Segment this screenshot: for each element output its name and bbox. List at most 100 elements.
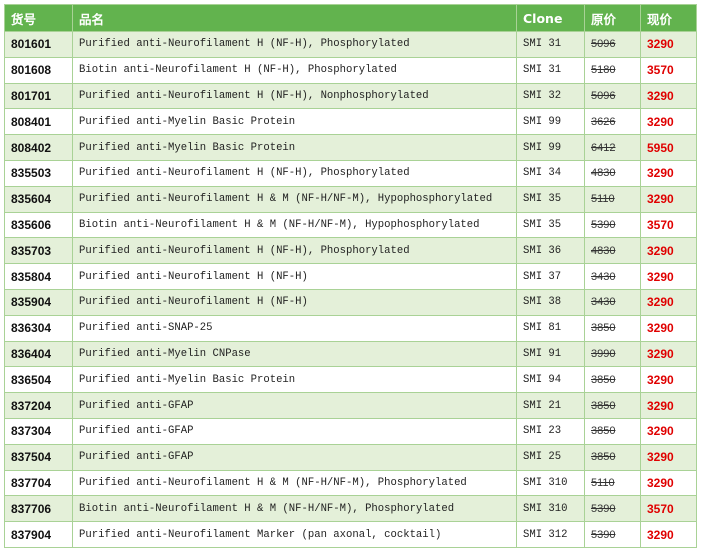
header-row: 货号 品名 Clone 原价 现价 bbox=[4, 4, 697, 32]
clone: SMI 25 bbox=[516, 443, 585, 471]
product-name: Purified anti-Neurofilament H & M (NF-H/… bbox=[72, 469, 517, 497]
table-row: 837304 Purified anti-GFAP SMI 23 3850 3290 bbox=[4, 417, 697, 445]
current-price: 3290 bbox=[640, 417, 697, 445]
clone: SMI 99 bbox=[516, 108, 585, 136]
clone: SMI 81 bbox=[516, 314, 585, 342]
product-name: Biotin anti-Neurofilament H & M (NF-H/NF… bbox=[72, 495, 517, 523]
table-row: 801601 Purified anti-Neurofilament H (NF-… bbox=[4, 31, 697, 58]
table-row: 836304 Purified anti-SNAP-25 SMI 81 3850 329… bbox=[4, 314, 697, 342]
original-price: 5096 bbox=[584, 31, 641, 58]
product-code: 836304 bbox=[4, 314, 73, 342]
clone: SMI 99 bbox=[516, 134, 585, 161]
product-code: 801608 bbox=[4, 56, 73, 84]
current-price: 3290 bbox=[640, 31, 697, 58]
current-price: 3570 bbox=[640, 56, 697, 84]
column-header: 现价 bbox=[640, 4, 697, 32]
clone: SMI 35 bbox=[516, 211, 585, 239]
product-code: 835606 bbox=[4, 211, 73, 239]
product-name: Purified anti-Neurofilament H (NF-H), Ph… bbox=[72, 159, 517, 187]
product-code: 837304 bbox=[4, 417, 73, 445]
column-header: 原价 bbox=[584, 4, 641, 32]
current-price: 3570 bbox=[640, 211, 697, 239]
product-name: Purified anti-Myelin Basic Protein bbox=[72, 134, 517, 161]
table-row: 808401 Purified anti-Myelin Basic Protein… bbox=[4, 108, 697, 136]
product-name: Purified anti-GFAP bbox=[72, 443, 517, 471]
clone: SMI 21 bbox=[516, 392, 585, 419]
clone: SMI 37 bbox=[516, 263, 585, 290]
clone: SMI 35 bbox=[516, 185, 585, 213]
product-name: Purified anti-Neurofilament H & M (NF-H/… bbox=[72, 185, 517, 213]
product-code: 835703 bbox=[4, 237, 73, 265]
product-code: 835503 bbox=[4, 159, 73, 187]
table-row: 836404 Purified anti-Myelin CNPase SMI 91 3… bbox=[4, 340, 697, 368]
product-code: 808401 bbox=[4, 108, 73, 136]
product-name: Purified anti-Neurofilament Marker (pan … bbox=[72, 521, 517, 548]
product-name: Purified anti-GFAP bbox=[72, 392, 517, 419]
original-price: 5390 bbox=[584, 495, 641, 523]
product-name: Purified anti-Neurofilament H (NF-H), No… bbox=[72, 82, 517, 110]
product-code: 801601 bbox=[4, 31, 73, 58]
current-price: 3290 bbox=[640, 366, 697, 394]
current-price: 3290 bbox=[640, 288, 697, 316]
table-row: 837704 Purified anti-Neurofilament H & M … bbox=[4, 469, 697, 497]
product-code: 837706 bbox=[4, 495, 73, 523]
original-price: 4830 bbox=[584, 159, 641, 187]
column-header: Clone bbox=[516, 4, 585, 32]
table-row: 837904 Purified anti-Neurofilament Marker… bbox=[4, 521, 697, 548]
product-code: 836404 bbox=[4, 340, 73, 368]
product-name: Purified anti-SNAP-25 bbox=[72, 314, 517, 342]
clone: SMI 34 bbox=[516, 159, 585, 187]
original-price: 3850 bbox=[584, 417, 641, 445]
product-code: 801701 bbox=[4, 82, 73, 110]
current-price: 3290 bbox=[640, 340, 697, 368]
original-price: 3850 bbox=[584, 314, 641, 342]
clone: SMI 310 bbox=[516, 469, 585, 497]
table-row: 801701 Purified anti-Neurofilament H (NF-… bbox=[4, 82, 697, 110]
original-price: 4830 bbox=[584, 237, 641, 265]
current-price: 3290 bbox=[640, 521, 697, 548]
column-header: 品名 bbox=[72, 4, 517, 32]
table-row: 835703 Purified anti-Neurofilament H (NF-… bbox=[4, 237, 697, 265]
product-name: Purified anti-Myelin Basic Protein bbox=[72, 108, 517, 136]
clone: SMI 23 bbox=[516, 417, 585, 445]
table-row: 835604 Purified anti-Neurofilament H & M … bbox=[4, 185, 697, 213]
original-price: 5390 bbox=[584, 521, 641, 548]
table-row: 837706 Biotin anti-Neurofilament H & M (N… bbox=[4, 495, 697, 523]
original-price: 3850 bbox=[584, 443, 641, 471]
current-price: 3290 bbox=[640, 443, 697, 471]
current-price: 3290 bbox=[640, 237, 697, 265]
product-code: 835604 bbox=[4, 185, 73, 213]
clone: SMI 38 bbox=[516, 288, 585, 316]
clone: SMI 312 bbox=[516, 521, 585, 548]
original-price: 6412 bbox=[584, 134, 641, 161]
price-table: 货号 品名 Clone 原价 现价 801601 Purified anti-Neurof… bbox=[4, 4, 697, 548]
table-body: 801601 Purified anti-Neurofilament H (NF-… bbox=[4, 31, 697, 548]
clone: SMI 31 bbox=[516, 56, 585, 84]
product-name: Purified anti-GFAP bbox=[72, 417, 517, 445]
clone: SMI 36 bbox=[516, 237, 585, 265]
table-row: 835503 Purified anti-Neurofilament H (NF-… bbox=[4, 159, 697, 187]
column-header: 货号 bbox=[4, 4, 73, 32]
clone: SMI 32 bbox=[516, 82, 585, 110]
current-price: 3570 bbox=[640, 495, 697, 523]
product-code: 836504 bbox=[4, 366, 73, 394]
original-price: 3430 bbox=[584, 263, 641, 290]
current-price: 3290 bbox=[640, 82, 697, 110]
product-name: Purified anti-Myelin CNPase bbox=[72, 340, 517, 368]
clone: SMI 91 bbox=[516, 340, 585, 368]
product-name: Purified anti-Neurofilament H (NF-H), Ph… bbox=[72, 31, 517, 58]
table-row: 801608 Biotin anti-Neurofilament H (NF-H)… bbox=[4, 56, 697, 84]
product-name: Purified anti-Neurofilament H (NF-H) bbox=[72, 263, 517, 290]
current-price: 3290 bbox=[640, 159, 697, 187]
product-code: 835904 bbox=[4, 288, 73, 316]
product-name: Biotin anti-Neurofilament H (NF-H), Phos… bbox=[72, 56, 517, 84]
table-row: 835804 Purified anti-Neurofilament H (NF-… bbox=[4, 263, 697, 290]
original-price: 5096 bbox=[584, 82, 641, 110]
table-row: 835606 Biotin anti-Neurofilament H & M (N… bbox=[4, 211, 697, 239]
product-code: 837504 bbox=[4, 443, 73, 471]
table-row: 837204 Purified anti-GFAP SMI 21 3850 3290 bbox=[4, 392, 697, 419]
current-price: 5950 bbox=[640, 134, 697, 161]
current-price: 3290 bbox=[640, 469, 697, 497]
product-code: 835804 bbox=[4, 263, 73, 290]
